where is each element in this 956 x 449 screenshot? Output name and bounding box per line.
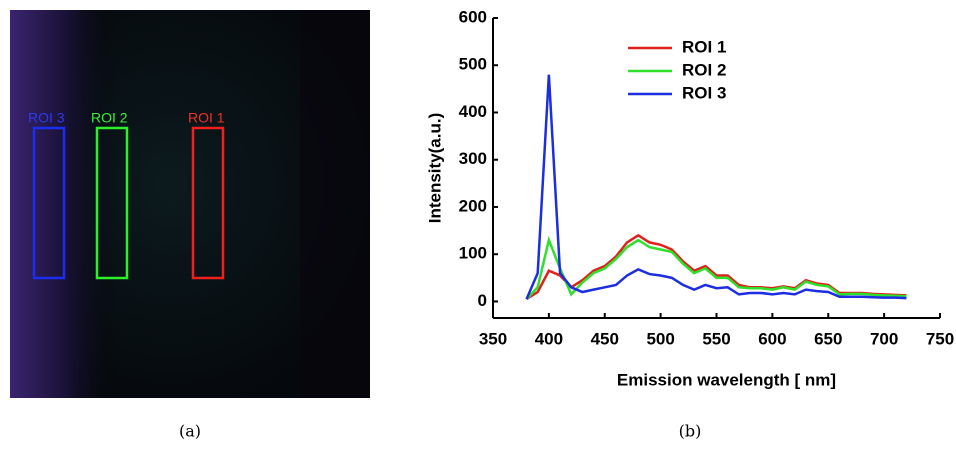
y-tick-label: 100 [459,244,487,263]
y-tick-label: 600 [459,7,487,26]
x-tick-label: 350 [479,329,507,348]
roi-label: ROI 3 [28,110,65,126]
x-tick-label: 600 [758,329,786,348]
x-tick-label: 500 [646,329,674,348]
x-tick-label: 550 [702,329,730,348]
y-tick-label: 200 [459,196,487,215]
y-tick-label: 0 [478,291,487,310]
chart: 0 100 200 300 400 500 600 350 400 450 500 550 600 650… [425,7,954,389]
roi-label: ROI 2 [91,110,128,126]
x-tick-label: 400 [535,329,563,348]
legend-label: ROI 2 [682,60,726,79]
series-line [525,233,907,301]
x-tick-label: 700 [870,329,898,348]
y-axis-label: Intensity(a.u.) [425,113,444,224]
x-tick-label: 450 [591,329,619,348]
x-tick-label: 750 [926,329,954,348]
caption: (a) [179,422,201,441]
x-axis-label: Emission wavelength [ nm] [617,370,836,389]
legend-label: ROI 3 [682,83,726,102]
y-tick-label: 500 [459,55,487,74]
caption: (b) [679,422,702,441]
roi-label: ROI 1 [188,110,225,126]
series-line [525,74,907,300]
y-tick-label: 400 [459,102,487,121]
series-line [525,235,907,300]
x-tick-label: 650 [814,329,842,348]
micrograph: ROI 3 ROI 2 ROI 1 [10,10,370,398]
legend-label: ROI 1 [682,37,726,56]
y-tick-label: 300 [459,149,487,168]
